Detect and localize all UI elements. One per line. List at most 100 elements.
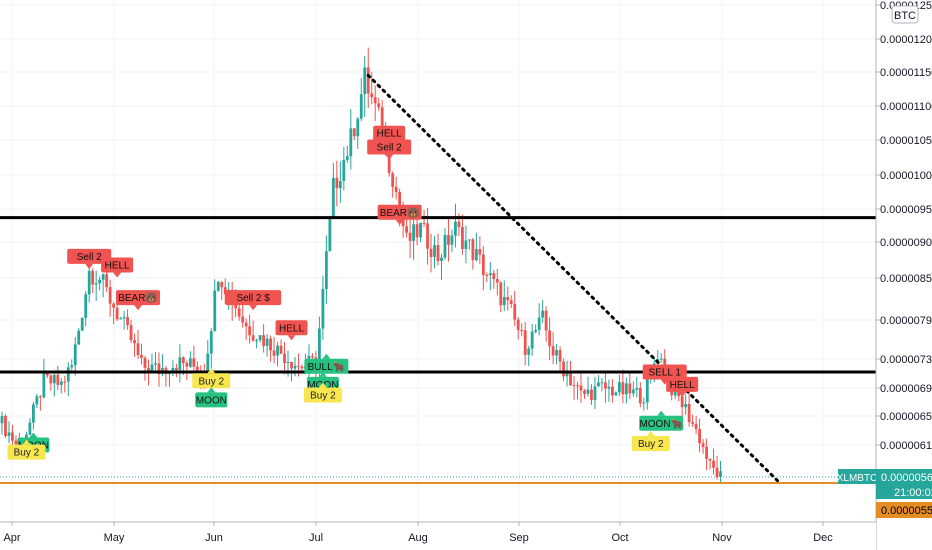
candle-body [631,389,635,394]
candle-body [213,290,217,332]
candle-body [548,330,552,347]
signal-label: MOON🐂 [639,410,684,431]
signal-box [195,392,228,408]
time-axis: Apr May Jun Jul Aug Sep Oct Nov Dec [0,521,876,550]
candle-body [150,364,154,374]
candle-body [248,326,252,336]
signal-pointer [29,432,38,438]
candle-body [380,107,384,142]
candle-body [705,447,708,459]
candle-body [412,224,415,241]
candle-body [429,248,433,257]
currency-badge[interactable]: BTC [891,5,919,24]
candle-body [272,350,276,356]
candle-body [659,358,663,360]
candle-body [251,335,255,341]
candle-body [373,97,377,104]
candle-body [140,355,143,358]
candle-body [342,159,346,181]
candle-body [638,387,642,404]
signal-label: HELL [275,320,308,341]
candle-body [579,385,583,391]
candle-body [42,371,46,398]
candle-body [328,217,332,252]
candle-body [59,381,63,385]
signal-box [101,257,134,273]
candle-body [408,232,412,241]
candle-body [691,422,695,424]
signal-text: HELL [670,380,695,391]
candle-body [604,382,607,389]
candle-body [171,367,175,374]
candle-body [593,386,597,401]
candle-body [356,118,360,137]
candle-body [415,224,419,238]
last-price-text: 0.00000565 [881,472,932,484]
signal-label: Buy 2 [303,382,342,403]
candle-body [311,356,314,358]
candle-body [178,357,182,371]
candle-body [499,282,503,306]
signal-text: Sell 2 [377,143,402,154]
signal-box [225,290,282,306]
signal-label: Buy 2 [192,368,231,389]
price-tick-label: 0.00001150 [880,67,932,79]
candle-body [185,363,189,367]
candle-body [394,186,398,193]
candle-body [366,67,370,94]
downtrend-line[interactable] [366,73,782,485]
candle-body [244,322,248,327]
candle-body [694,423,698,430]
candle-body [91,270,95,285]
candle-body [624,383,628,395]
price-axis-bg [876,0,932,550]
candle-body [7,432,11,436]
signal-label: HELL [666,376,699,397]
signal-box [67,248,112,264]
symbol-text: XLMBTC [837,473,878,484]
candle-body [488,273,492,276]
candle-body [335,177,339,189]
candle-body [181,357,185,364]
signal-text: SELL 1 [649,368,682,379]
candle-body [269,338,272,351]
candle-body [370,93,374,98]
candle-body [143,357,147,368]
candle-body [352,128,356,137]
candle-body [590,389,593,401]
candle-body [28,422,32,435]
signal-label: BULL🐂 [304,353,349,374]
candle-body [38,396,42,398]
candle-body [234,304,238,309]
candle-body [101,274,105,280]
candle-body [621,382,625,395]
signal-label: Sell 2 $ [225,290,282,311]
time-axis-bg [0,522,876,550]
candle-body [300,366,304,369]
support-price-box [876,502,932,518]
signal-box [639,415,684,431]
candle-body [513,303,517,320]
support-price-text: 0.00000554 [881,505,932,517]
time-tick-label: Aug [408,532,428,544]
candle-body [14,440,18,445]
candle-body [175,367,178,371]
candle-body [84,294,88,318]
candle-body [537,317,541,330]
candle-body [206,353,210,380]
candle-body [265,338,269,346]
candle-body [461,226,464,249]
signal-pointer [322,353,331,359]
candle-body [168,373,171,375]
candle-body [506,297,510,301]
candle-body [544,310,548,331]
signal-box [631,436,670,452]
candle-body [433,245,436,257]
signal-box [642,364,687,380]
